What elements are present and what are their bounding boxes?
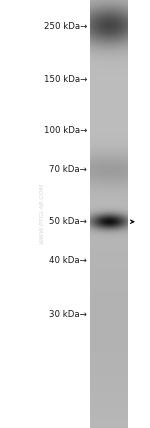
Text: 30 kDa→: 30 kDa→ [49,310,87,319]
Text: WWW.PTGLAB.COM: WWW.PTGLAB.COM [39,184,45,244]
Text: 250 kDa→: 250 kDa→ [44,22,87,31]
Text: 40 kDa→: 40 kDa→ [49,256,87,265]
Text: 50 kDa→: 50 kDa→ [49,217,87,226]
Text: 100 kDa→: 100 kDa→ [44,126,87,135]
Text: 150 kDa→: 150 kDa→ [44,74,87,84]
Text: 70 kDa→: 70 kDa→ [49,164,87,174]
